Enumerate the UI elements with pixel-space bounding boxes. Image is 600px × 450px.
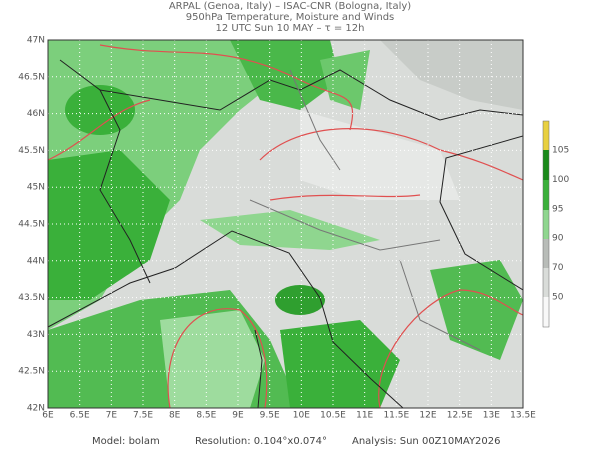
lon-label: 10E bbox=[293, 411, 310, 421]
colorbar bbox=[542, 120, 550, 328]
map-frame bbox=[47, 39, 524, 409]
footer-resolution: Resolution: 0.104°x0.074° bbox=[195, 436, 327, 447]
colorbar-label: 50 bbox=[552, 293, 564, 303]
lat-label: 47N bbox=[27, 36, 45, 46]
colorbar-label: 70 bbox=[552, 263, 564, 273]
title-line-2: 950hPa Temperature, Moisture and Winds bbox=[186, 12, 395, 23]
lon-label: 8E bbox=[169, 411, 181, 421]
lat-label: 44N bbox=[27, 256, 45, 266]
temperature-contours bbox=[48, 44, 523, 408]
footer-model: Model: bolam bbox=[92, 436, 160, 447]
map-area bbox=[48, 40, 523, 408]
lat-label: 46.5N bbox=[18, 72, 45, 82]
lon-label: 6E bbox=[42, 411, 54, 421]
graticule bbox=[48, 40, 523, 408]
coastlines-and-borders bbox=[48, 59, 523, 408]
title-line-1: ARPAL (Genoa, Italy) – ISAC-CNR (Bologna… bbox=[169, 1, 411, 12]
footer-analysis: Analysis: Sun 00Z10MAY2026 bbox=[352, 436, 501, 447]
lon-label: 13E bbox=[483, 411, 500, 421]
humidity-fields bbox=[48, 40, 523, 408]
lon-label: 12.5E bbox=[447, 411, 473, 421]
colorbar-label: 105 bbox=[552, 146, 569, 156]
colorbar-label: 100 bbox=[552, 175, 569, 185]
lon-label: 7.5E bbox=[133, 411, 153, 421]
lat-label: 44.5N bbox=[18, 220, 45, 230]
lon-label: 7E bbox=[106, 411, 118, 421]
lon-label: 6.5E bbox=[70, 411, 90, 421]
lat-label: 43.5N bbox=[18, 293, 45, 303]
lon-label: 13.5E bbox=[510, 411, 536, 421]
lat-label: 45.5N bbox=[18, 146, 45, 156]
lat-label: 45N bbox=[27, 183, 45, 193]
lon-label: 10.5E bbox=[320, 411, 346, 421]
title-line-3: 12 UTC Sun 10 MAY – τ = 12h bbox=[216, 23, 365, 34]
colorbar-label: 90 bbox=[552, 234, 564, 244]
lat-label: 43N bbox=[27, 330, 45, 340]
lon-label: 11.5E bbox=[383, 411, 409, 421]
lon-label: 12E bbox=[419, 411, 436, 421]
lon-label: 9E bbox=[232, 411, 244, 421]
lat-label: 42N bbox=[27, 404, 45, 414]
colorbar-label: 95 bbox=[552, 204, 563, 214]
lon-label: 8.5E bbox=[196, 411, 216, 421]
lon-label: 9.5E bbox=[260, 411, 280, 421]
lat-label: 42.5N bbox=[18, 367, 45, 377]
lon-label: 11E bbox=[356, 411, 373, 421]
lat-label: 46N bbox=[27, 109, 45, 119]
